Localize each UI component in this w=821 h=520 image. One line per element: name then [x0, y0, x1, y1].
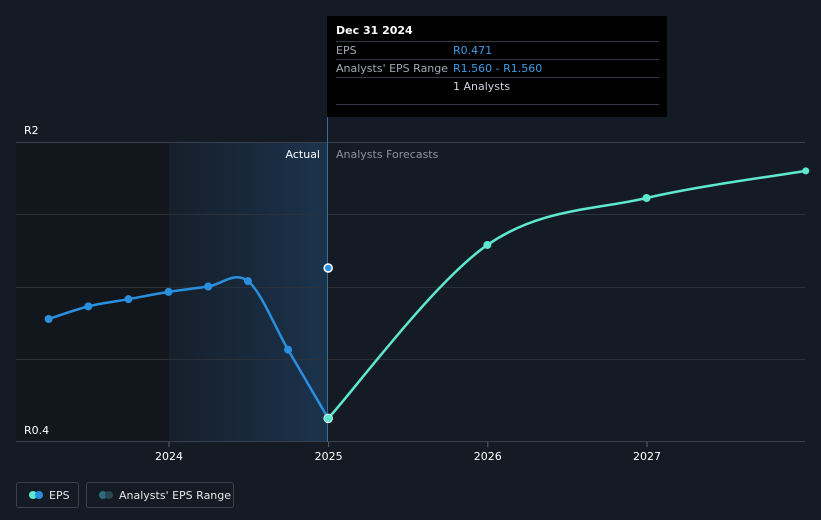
tooltip: Dec 31 2024 EPS R0.471 Analysts' EPS Ran… [327, 16, 667, 117]
eps-legend-icon [29, 491, 43, 499]
actual-band [169, 142, 327, 442]
eps-point[interactable] [164, 287, 173, 296]
forecast-point[interactable] [642, 193, 651, 202]
past-shade [16, 142, 169, 442]
eps-point[interactable] [124, 295, 133, 304]
eps-point[interactable] [84, 302, 93, 311]
tooltip-date: Dec 31 2024 [336, 24, 659, 42]
region-label-forecast: Analysts Forecasts [336, 148, 439, 161]
tooltip-analysts-label [336, 78, 453, 104]
x-tick-label: 2024 [155, 450, 183, 463]
tooltip-analysts-value: 1 Analysts [453, 80, 511, 93]
analysts-eps-range-point[interactable] [323, 263, 333, 273]
x-tick-label: 2025 [315, 450, 343, 463]
eps-point[interactable] [44, 315, 53, 324]
eps-point[interactable] [204, 282, 213, 291]
region-label-actual: Actual [286, 148, 320, 161]
forecast-point[interactable] [802, 167, 810, 175]
tooltip-eps-label: EPS [336, 44, 357, 57]
eps-point[interactable] [284, 345, 293, 354]
x-tick-label: 2027 [633, 450, 661, 463]
x-tick-label: 2026 [474, 450, 502, 463]
range-legend-icon [99, 491, 113, 499]
tooltip-range-value: R1.560 - R1.560 [453, 62, 543, 75]
legend-item-range[interactable]: Analysts' EPS Range [86, 482, 234, 508]
forecast-point[interactable] [483, 240, 492, 249]
tooltip-row-eps: EPS R0.471 [336, 42, 659, 60]
legend-item-eps[interactable]: EPS [16, 482, 79, 508]
y-tick-bottom: R0.4 [24, 424, 49, 437]
forecast-point[interactable] [324, 414, 333, 423]
tooltip-range-label: Analysts' EPS Range [336, 62, 449, 75]
tooltip-row-range: Analysts' EPS Range R1.560 - R1.560 [336, 60, 659, 78]
forecast-series-line [327, 169, 806, 420]
eps-point[interactable] [243, 277, 252, 286]
legend-label-eps: EPS [49, 488, 70, 502]
y-tick-top: R2 [24, 124, 39, 137]
tooltip-eps-value: R0.471 [453, 44, 493, 57]
tooltip-row-analysts: 1 Analysts [336, 78, 659, 105]
legend-label-range: Analysts' EPS Range [119, 488, 232, 502]
